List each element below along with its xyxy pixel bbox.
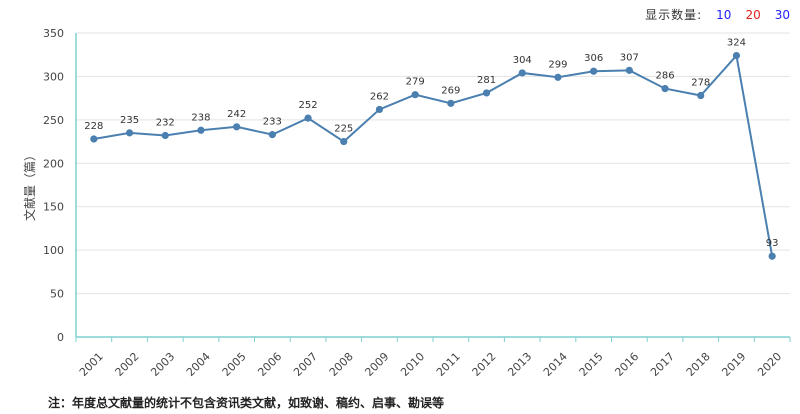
data-point: [625, 66, 633, 74]
y-tick-label: 150: [43, 201, 64, 214]
data-point: [661, 84, 669, 93]
y-tick-label: 50: [50, 288, 64, 301]
y-tick-label: 300: [43, 70, 64, 83]
display-count-label: 显示数量:: [645, 8, 703, 22]
data-point: [197, 126, 205, 134]
display-count-option-10[interactable]: 10: [716, 7, 732, 22]
data-point: [375, 105, 384, 114]
data-label: 299: [548, 59, 567, 70]
data-label: 232: [156, 117, 175, 128]
data-label: 307: [620, 52, 639, 63]
data-point: [590, 67, 598, 75]
data-point: [304, 114, 312, 122]
data-point: [697, 91, 705, 100]
x-tick-label: 2005: [220, 350, 249, 379]
x-tick-label: 2017: [648, 350, 677, 379]
data-point: [161, 131, 169, 140]
data-point: [768, 252, 776, 260]
data-label: 233: [263, 117, 282, 128]
data-point: [340, 137, 348, 146]
y-tick-label: 100: [43, 244, 64, 257]
x-tick-label: 2018: [684, 350, 713, 379]
data-label: 242: [227, 109, 246, 120]
x-tick-label: 2002: [113, 350, 142, 379]
x-tick-label: 2016: [612, 350, 641, 379]
data-point: [732, 51, 741, 60]
data-label: 286: [656, 71, 675, 82]
y-tick-label: 350: [43, 27, 64, 40]
data-label: 278: [691, 78, 710, 89]
data-label: 269: [441, 85, 460, 96]
data-label: 304: [513, 55, 532, 66]
y-axis-label: 文献量（篇）: [22, 149, 37, 221]
x-tick-label: 2019: [719, 350, 748, 379]
data-label: 324: [727, 38, 746, 49]
data-point: [125, 129, 134, 137]
y-tick-label: 0: [57, 331, 64, 344]
x-tick-label: 2004: [184, 350, 213, 379]
display-count-option-20[interactable]: 20: [745, 7, 761, 22]
data-point: [90, 135, 98, 143]
data-point: [518, 69, 526, 77]
data-point: [233, 123, 241, 131]
x-tick-label: 2015: [577, 350, 606, 379]
y-tick-label: 250: [43, 114, 64, 127]
x-tick-label: 2014: [541, 350, 570, 379]
data-label: 235: [120, 115, 139, 126]
x-tick-label: 2011: [434, 350, 463, 379]
display-count-option-30[interactable]: 30: [774, 7, 790, 22]
x-tick-label: 2009: [362, 350, 391, 379]
x-tick-label: 2003: [148, 350, 177, 379]
data-point: [554, 73, 562, 81]
y-tick-label: 200: [43, 157, 64, 170]
data-label: 281: [477, 75, 496, 86]
x-tick-label: 2012: [470, 350, 499, 379]
data-point: [411, 91, 419, 99]
x-tick-label: 2008: [327, 350, 356, 379]
data-label: 238: [191, 112, 210, 123]
x-tick-label: 2020: [755, 350, 784, 379]
display-count-selector: 显示数量: 10 20 30: [645, 6, 790, 23]
series-line: [93, 53, 774, 257]
x-tick-label: 2007: [291, 350, 320, 379]
data-label: 262: [370, 91, 389, 102]
data-label: 225: [334, 124, 353, 135]
data-point: [482, 89, 491, 97]
x-tick-label: 2006: [255, 350, 284, 379]
data-point: [447, 99, 455, 107]
data-point: [268, 131, 276, 139]
data-label: 228: [84, 121, 103, 132]
x-tick-label: 2001: [77, 350, 106, 379]
x-tick-label: 2013: [505, 350, 534, 379]
data-label: 252: [299, 100, 318, 111]
data-label: 279: [406, 77, 425, 88]
data-label: 93: [766, 238, 779, 249]
x-tick-label: 2010: [398, 350, 427, 379]
data-label: 306: [584, 53, 603, 64]
footnote: 注：年度总文献量的统计不包含资讯类文献，如致谢、稿约、启事、勘误等: [48, 396, 445, 410]
